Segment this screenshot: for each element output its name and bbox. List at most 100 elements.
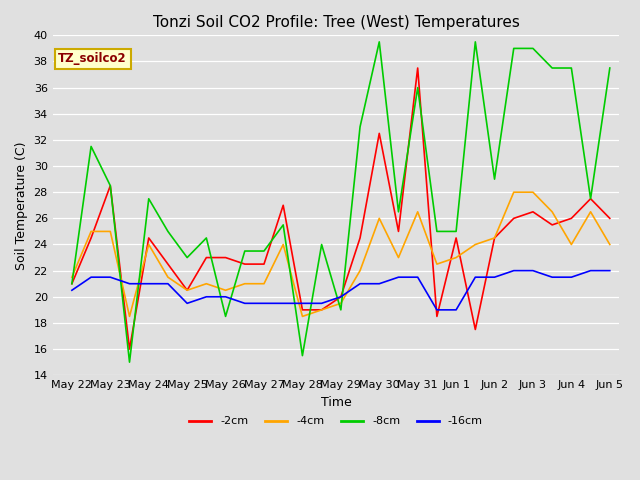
-2cm — [395, 228, 403, 234]
-8cm — [299, 353, 307, 359]
-16cm — [472, 274, 479, 280]
-4cm — [125, 313, 133, 319]
-4cm — [433, 261, 441, 267]
-16cm — [548, 274, 556, 280]
-8cm — [568, 65, 575, 71]
-16cm — [183, 300, 191, 306]
-8cm — [280, 222, 287, 228]
-4cm — [299, 313, 307, 319]
-2cm — [548, 222, 556, 228]
-2cm — [241, 261, 248, 267]
X-axis label: Time: Time — [321, 396, 351, 408]
-8cm — [202, 235, 210, 241]
-8cm — [164, 228, 172, 234]
-16cm — [395, 274, 403, 280]
-16cm — [106, 274, 114, 280]
-8cm — [337, 307, 345, 313]
-8cm — [414, 85, 422, 91]
-4cm — [510, 189, 518, 195]
-8cm — [106, 183, 114, 189]
-4cm — [106, 228, 114, 234]
-2cm — [414, 65, 422, 71]
-4cm — [356, 268, 364, 274]
-16cm — [299, 300, 307, 306]
-16cm — [452, 307, 460, 313]
-16cm — [87, 274, 95, 280]
-16cm — [337, 294, 345, 300]
Line: -8cm: -8cm — [72, 42, 610, 362]
-16cm — [606, 268, 614, 274]
-8cm — [125, 359, 133, 365]
-4cm — [164, 274, 172, 280]
-2cm — [433, 313, 441, 319]
-16cm — [164, 281, 172, 287]
-4cm — [260, 281, 268, 287]
-4cm — [414, 209, 422, 215]
-8cm — [452, 228, 460, 234]
-16cm — [433, 307, 441, 313]
-8cm — [356, 124, 364, 130]
-8cm — [241, 248, 248, 254]
-2cm — [491, 235, 499, 241]
Y-axis label: Soil Temperature (C): Soil Temperature (C) — [15, 141, 28, 270]
-2cm — [568, 216, 575, 221]
-2cm — [221, 255, 229, 261]
-8cm — [395, 209, 403, 215]
-4cm — [202, 281, 210, 287]
-2cm — [145, 235, 152, 241]
-16cm — [202, 294, 210, 300]
-8cm — [587, 196, 595, 202]
-8cm — [318, 241, 326, 247]
-16cm — [376, 281, 383, 287]
-2cm — [299, 307, 307, 313]
Title: Tonzi Soil CO2 Profile: Tree (West) Temperatures: Tonzi Soil CO2 Profile: Tree (West) Temp… — [152, 15, 520, 30]
-16cm — [414, 274, 422, 280]
-16cm — [241, 300, 248, 306]
-8cm — [491, 176, 499, 182]
Legend: -2cm, -4cm, -8cm, -16cm: -2cm, -4cm, -8cm, -16cm — [185, 412, 488, 431]
-4cm — [318, 307, 326, 313]
-4cm — [68, 274, 76, 280]
-16cm — [587, 268, 595, 274]
-2cm — [183, 288, 191, 293]
-2cm — [376, 131, 383, 136]
-16cm — [221, 294, 229, 300]
-2cm — [318, 307, 326, 313]
-2cm — [280, 203, 287, 208]
-8cm — [183, 255, 191, 261]
-4cm — [529, 189, 537, 195]
-16cm — [318, 300, 326, 306]
-8cm — [260, 248, 268, 254]
-8cm — [376, 39, 383, 45]
-16cm — [568, 274, 575, 280]
-2cm — [68, 281, 76, 287]
-4cm — [241, 281, 248, 287]
Line: -2cm: -2cm — [72, 68, 610, 349]
-2cm — [587, 196, 595, 202]
-2cm — [529, 209, 537, 215]
-2cm — [356, 235, 364, 241]
-4cm — [452, 255, 460, 261]
-4cm — [548, 209, 556, 215]
-2cm — [260, 261, 268, 267]
-16cm — [125, 281, 133, 287]
-4cm — [145, 241, 152, 247]
-4cm — [337, 300, 345, 306]
Text: TZ_soilco2: TZ_soilco2 — [58, 52, 127, 65]
-2cm — [164, 261, 172, 267]
-4cm — [587, 209, 595, 215]
-16cm — [68, 288, 76, 293]
-2cm — [337, 294, 345, 300]
-4cm — [376, 216, 383, 221]
-16cm — [356, 281, 364, 287]
-16cm — [260, 300, 268, 306]
Line: -16cm: -16cm — [72, 271, 610, 310]
-2cm — [452, 235, 460, 241]
-8cm — [433, 228, 441, 234]
-4cm — [395, 255, 403, 261]
-4cm — [472, 241, 479, 247]
-4cm — [491, 235, 499, 241]
-16cm — [145, 281, 152, 287]
-2cm — [106, 183, 114, 189]
-2cm — [202, 255, 210, 261]
